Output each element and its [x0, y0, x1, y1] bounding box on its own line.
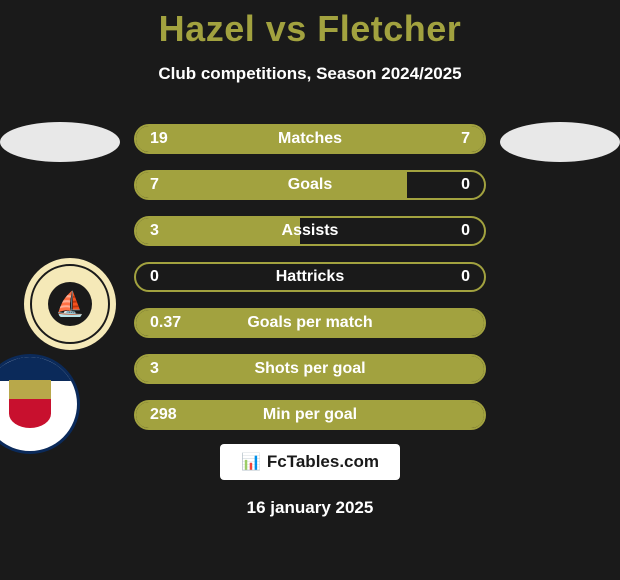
- source-logo-text: FcTables.com: [267, 452, 379, 472]
- stat-row: 19Matches7: [134, 124, 486, 154]
- stat-value-right: 0: [404, 268, 484, 286]
- stat-value-left: 0.37: [136, 314, 216, 332]
- stat-label: Shots per goal: [216, 360, 404, 378]
- player-avatar-left: [0, 122, 120, 162]
- stats-list: 19Matches77Goals03Assists00Hattricks00.3…: [134, 124, 486, 446]
- ship-icon: ⛵: [48, 282, 92, 326]
- stat-value-left: 298: [136, 406, 216, 424]
- stat-value-right: 7: [404, 130, 484, 148]
- stat-row: 0Hattricks0: [134, 262, 486, 292]
- subtitle: Club competitions, Season 2024/2025: [0, 64, 620, 84]
- stat-row: 298Min per goal: [134, 400, 486, 430]
- stat-label: Goals per match: [216, 314, 404, 332]
- shield-icon: [9, 380, 51, 428]
- stat-label: Matches: [216, 130, 404, 148]
- stat-label: Min per goal: [216, 406, 404, 424]
- stat-label: Hattricks: [216, 268, 404, 286]
- stat-value-left: 0: [136, 268, 216, 286]
- stat-row: 3Shots per goal: [134, 354, 486, 384]
- comparison-card: Hazel vs Fletcher Club competitions, Sea…: [0, 0, 620, 580]
- stat-value-left: 3: [136, 222, 216, 240]
- stat-value-left: 7: [136, 176, 216, 194]
- chart-icon: 📊: [241, 452, 261, 472]
- stat-value-right: 0: [404, 176, 484, 194]
- stat-row: 0.37Goals per match: [134, 308, 486, 338]
- page-title: Hazel vs Fletcher: [0, 8, 620, 50]
- stat-value-left: 19: [136, 130, 216, 148]
- player-avatar-right: [500, 122, 620, 162]
- stat-value-right: 0: [404, 222, 484, 240]
- stat-label: Goals: [216, 176, 404, 194]
- stat-label: Assists: [216, 222, 404, 240]
- stat-value-left: 3: [136, 360, 216, 378]
- source-logo: 📊 FcTables.com: [220, 444, 400, 480]
- stat-row: 7Goals0: [134, 170, 486, 200]
- club-badge-right: [0, 354, 80, 454]
- date-label: 16 january 2025: [0, 498, 620, 518]
- stat-row: 3Assists0: [134, 216, 486, 246]
- club-badge-left: ⛵: [20, 254, 120, 354]
